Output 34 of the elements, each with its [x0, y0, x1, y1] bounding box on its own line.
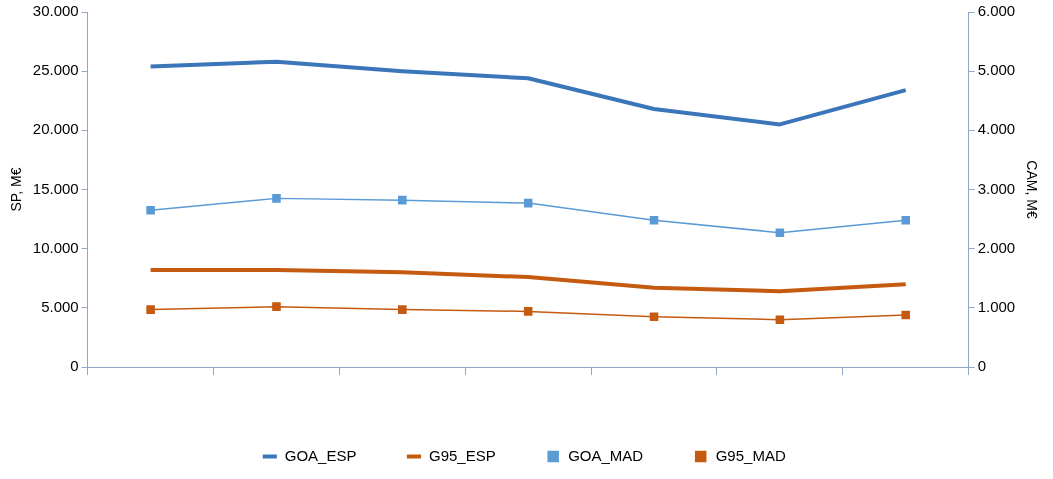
y2-tick-label: 2.000 — [977, 238, 1016, 256]
point — [272, 194, 281, 203]
point — [649, 312, 659, 321]
y2-tick-label: 4.000 — [977, 120, 1016, 138]
legend-label: G95_MAD — [715, 446, 786, 464]
y-tick-label: 0 — [70, 357, 79, 375]
point — [901, 310, 911, 320]
point — [649, 215, 659, 225]
legend-label: GOA_ESP — [284, 446, 357, 464]
y-tick-label: 10.000 — [32, 238, 79, 256]
point — [272, 302, 281, 311]
legend-label: GOA_MAD — [568, 446, 644, 464]
y-tick-label: 30.000 — [32, 2, 79, 20]
y-tick-label: 25.000 — [32, 61, 79, 79]
point — [146, 305, 155, 314]
point — [523, 307, 533, 316]
y-axis-title: SP, M€ — [8, 167, 25, 212]
y2-tick-label: 5.000 — [977, 61, 1016, 79]
y2-tick-label: 0 — [977, 357, 987, 375]
point — [523, 198, 533, 208]
point — [398, 305, 407, 314]
point — [398, 195, 407, 205]
y-tick-label: 5.000 — [41, 297, 79, 315]
y-tick-label: 15.000 — [32, 179, 79, 197]
point — [146, 205, 155, 215]
legend-label: G95_ESP — [428, 446, 496, 464]
y-tick-label: 20.000 — [32, 120, 79, 138]
point — [775, 228, 785, 237]
point — [901, 215, 911, 225]
point — [775, 315, 785, 324]
y2-axis-title: CAM, M€ — [1023, 160, 1040, 219]
y2-tick-label: 3.000 — [977, 179, 1016, 197]
y2-tick-label: 1.000 — [977, 297, 1016, 315]
y2-tick-label: 6.000 — [977, 2, 1016, 20]
